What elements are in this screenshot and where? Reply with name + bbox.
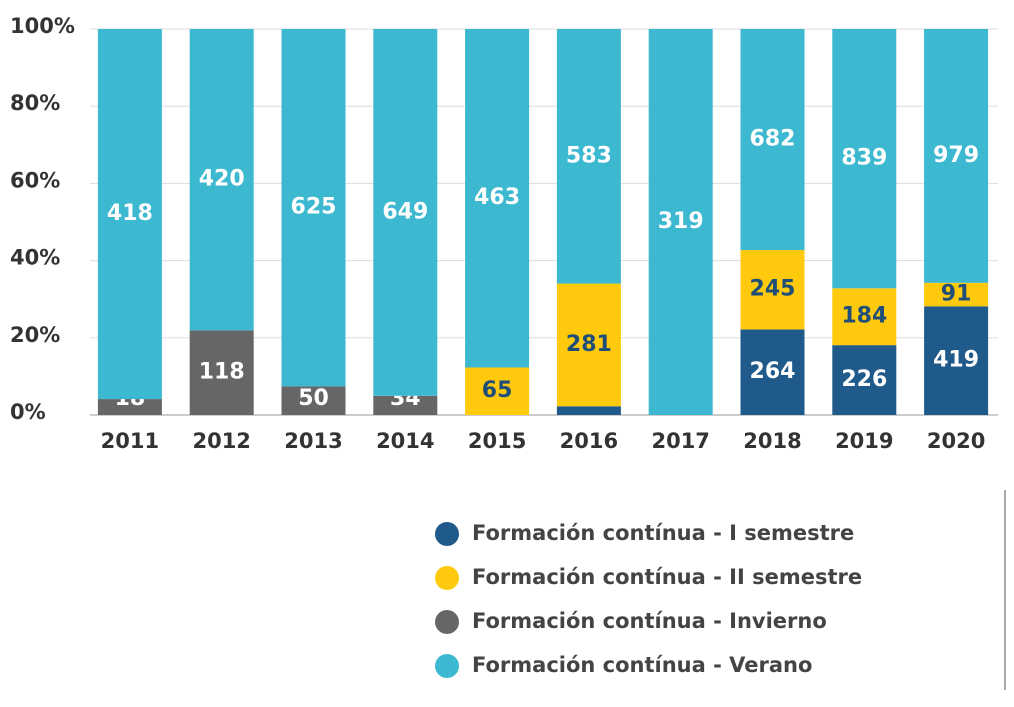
y-tick-label: 20%	[10, 323, 60, 347]
y-tick-label: 0%	[10, 400, 46, 424]
bar-segment	[465, 29, 530, 368]
x-tick-label: 2011	[101, 429, 159, 453]
value-label: 50	[298, 386, 329, 411]
value-label: 625	[291, 195, 337, 220]
bar-segment	[97, 399, 162, 415]
x-tick-label: 2013	[284, 429, 342, 453]
bar-segment	[924, 282, 989, 307]
bar-segment	[924, 306, 989, 415]
bar-segment	[189, 29, 254, 331]
bar-segment	[832, 288, 897, 346]
x-tick-label: 2012	[192, 429, 250, 453]
value-label: 649	[382, 199, 428, 224]
legend-marker	[435, 522, 459, 546]
x-tick-label: 2015	[468, 429, 526, 453]
legend-marker	[435, 654, 459, 678]
value-label: 91	[941, 282, 972, 307]
bar-segment	[832, 29, 897, 289]
bar-segment	[373, 29, 438, 396]
bar-segment	[740, 329, 805, 415]
value-label: 682	[750, 127, 796, 152]
bar-segment	[740, 250, 805, 330]
legend-marker	[435, 566, 459, 590]
bar-segment	[556, 283, 621, 407]
value-label: 979	[933, 143, 979, 168]
value-label: 463	[474, 185, 520, 210]
value-label: 65	[482, 378, 513, 403]
x-tick-label: 2014	[376, 429, 434, 453]
legend-label: Formación contínua - Invierno	[472, 609, 827, 633]
bar-segment	[281, 29, 346, 387]
y-tick-label: 80%	[10, 91, 60, 115]
y-tick-label: 60%	[10, 168, 60, 192]
legend-marker	[435, 610, 459, 634]
value-label: 839	[841, 146, 887, 171]
bar-segment	[281, 386, 346, 415]
bar-segment	[832, 345, 897, 415]
value-label: 420	[199, 167, 245, 192]
bar-segment	[465, 367, 530, 415]
value-label: 319	[658, 209, 704, 234]
value-label: 418	[107, 201, 153, 226]
bar-segment	[189, 330, 254, 415]
y-tick-label: 40%	[10, 246, 60, 270]
bar-segment	[924, 29, 989, 283]
value-label: 264	[750, 359, 796, 384]
bar-segment	[556, 406, 621, 415]
x-tick-label: 2017	[651, 429, 709, 453]
legend-label: Formación contínua - I semestre	[472, 521, 854, 545]
x-tick-label: 2020	[927, 429, 985, 453]
value-label: 245	[750, 277, 796, 302]
x-tick-label: 2018	[743, 429, 801, 453]
value-label: 419	[933, 348, 979, 373]
bar-segment	[740, 29, 805, 251]
value-label: 281	[566, 332, 612, 357]
y-tick-label: 100%	[10, 14, 75, 38]
bar-segment	[648, 29, 713, 415]
bar-segment	[373, 395, 438, 415]
legend-label: Formación contínua - Verano	[472, 653, 812, 677]
x-tick-label: 2019	[835, 429, 893, 453]
value-label: 118	[199, 360, 245, 385]
value-label: 226	[841, 367, 887, 392]
legend-label: Formación contínua - II semestre	[472, 565, 862, 589]
bar-segment	[97, 29, 162, 400]
value-label: 184	[841, 304, 887, 329]
bar-segment	[556, 29, 621, 284]
x-tick-label: 2016	[560, 429, 618, 453]
value-label: 583	[566, 143, 612, 168]
